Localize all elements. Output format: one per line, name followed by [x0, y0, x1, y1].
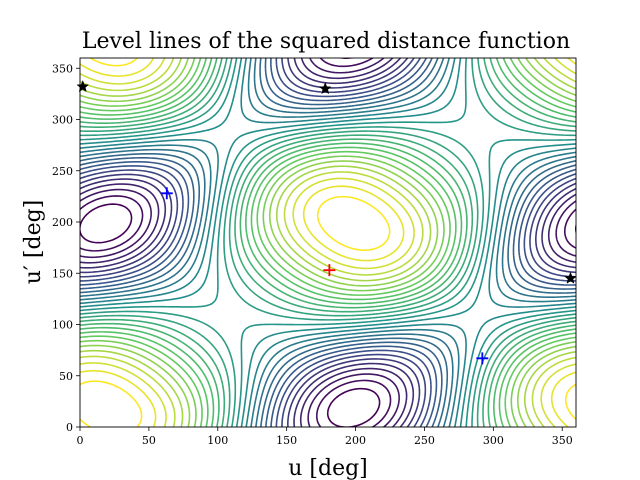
contour-level-9	[80, 58, 576, 427]
x-tick-label: 150	[276, 434, 297, 447]
x-tick-label: 250	[414, 434, 435, 447]
contour-level-23	[80, 58, 576, 427]
contour-level-18	[80, 58, 576, 427]
x-axis-label: u [deg]	[288, 456, 368, 480]
contour-level-6	[80, 58, 576, 427]
contour-level-25	[80, 58, 576, 427]
contour-level-15	[80, 58, 576, 427]
contour-level-3	[80, 58, 576, 427]
y-tick-label: 350	[52, 62, 73, 75]
contour-level-30	[80, 58, 576, 427]
plot-frame	[79, 57, 577, 428]
contour-level-20	[80, 58, 576, 427]
contour-lines	[80, 58, 576, 427]
contour-level-17	[80, 58, 576, 427]
saddle-star-marker	[564, 271, 577, 284]
y-tick-label: 100	[52, 319, 73, 332]
contour-level-11	[80, 58, 576, 427]
y-tick-label: 250	[52, 165, 73, 178]
chart-title: Level lines of the squared distance func…	[82, 29, 570, 54]
y-tick-label: 300	[52, 114, 73, 127]
contour-level-1	[80, 58, 576, 427]
x-tick-label: 200	[345, 434, 366, 447]
x-tick-label: 0	[77, 434, 84, 447]
contour-level-16	[80, 58, 576, 427]
saddle-star-marker	[76, 80, 90, 93]
x-axis-ticks: 0 50 100 150 200 250 300 350	[77, 427, 573, 447]
contour-level-27	[80, 58, 576, 427]
contour-level-19	[80, 58, 576, 427]
contour-level-4	[80, 58, 576, 427]
minimum-plus-marker	[160, 187, 173, 200]
saddle-star-marker	[318, 82, 332, 95]
contour-level-10	[80, 58, 576, 427]
y-tick-label: 0	[66, 421, 73, 434]
x-tick-label: 50	[142, 434, 156, 447]
y-tick-label: 150	[52, 267, 73, 280]
contour-level-13	[80, 58, 576, 427]
x-tick-label: 350	[552, 434, 573, 447]
critical-point-markers	[76, 80, 577, 365]
contour-level-26	[80, 58, 576, 427]
y-tick-label: 200	[52, 216, 73, 229]
contour-level-12	[80, 58, 576, 427]
contour-level-14	[80, 58, 576, 427]
contour-level-8	[80, 58, 576, 427]
contour-level-21	[80, 58, 576, 427]
y-axis-ticks: 0 50 100 150 200 250 300 350	[52, 62, 80, 434]
maximum-plus-marker	[323, 264, 336, 277]
contour-level-22	[80, 58, 576, 427]
contour-level-24	[80, 58, 576, 427]
contour-level-2	[80, 58, 576, 427]
y-axis-label: u′ [deg]	[21, 200, 46, 285]
x-tick-label: 100	[207, 434, 228, 447]
minimum-plus-marker	[476, 352, 489, 365]
contour-level-29	[80, 58, 576, 427]
y-tick-label: 50	[59, 370, 73, 383]
x-tick-label: 300	[483, 434, 504, 447]
